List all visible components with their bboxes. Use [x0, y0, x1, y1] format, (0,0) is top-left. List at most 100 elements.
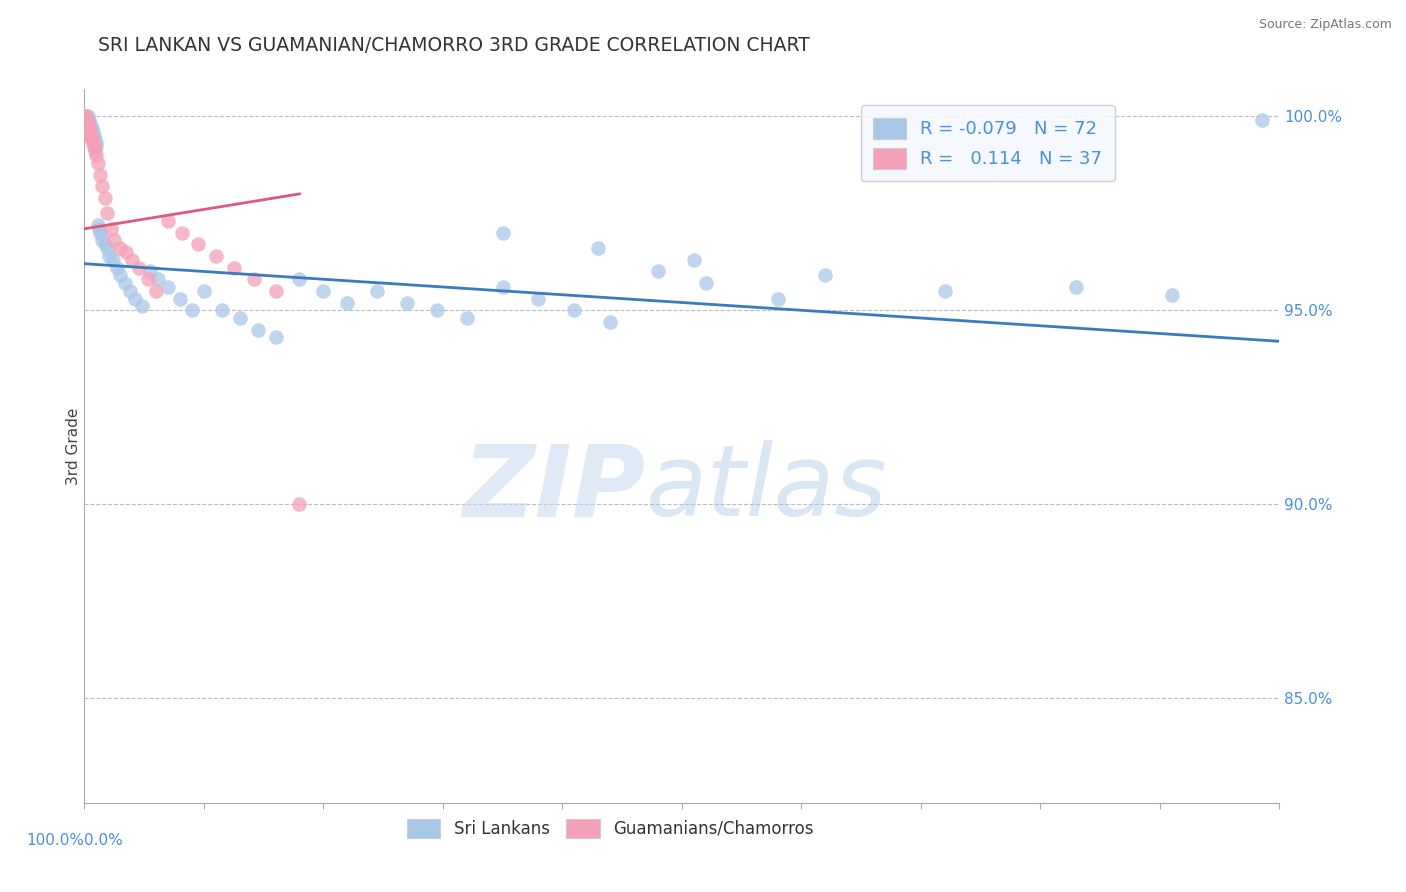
Point — [157, 214, 180, 228]
Point — [588, 241, 610, 255]
Point — [80, 133, 103, 147]
Point — [288, 497, 311, 511]
Point — [84, 136, 107, 151]
Point — [75, 109, 97, 123]
Point — [246, 323, 269, 337]
Point — [100, 222, 122, 236]
Point — [86, 218, 108, 232]
Point — [76, 113, 98, 128]
Point — [82, 128, 104, 143]
Point — [124, 292, 146, 306]
Point — [79, 120, 101, 135]
Point — [77, 125, 100, 139]
Point — [77, 120, 100, 135]
Point — [312, 284, 335, 298]
Point — [89, 226, 111, 240]
Point — [139, 264, 162, 278]
Point — [131, 299, 153, 313]
Point — [79, 125, 101, 139]
Point — [83, 140, 105, 154]
Point — [77, 120, 100, 135]
Point — [193, 284, 215, 298]
Point — [211, 303, 233, 318]
Point — [121, 252, 143, 267]
Point — [80, 128, 103, 143]
Point — [118, 284, 141, 298]
Point — [426, 303, 449, 318]
Point — [77, 113, 100, 128]
Point — [75, 113, 97, 128]
Point — [148, 272, 170, 286]
Point — [91, 234, 114, 248]
Point — [288, 272, 311, 286]
Point — [82, 125, 104, 139]
Point — [82, 136, 104, 151]
Point — [76, 117, 98, 131]
Point — [136, 272, 159, 286]
Point — [456, 311, 478, 326]
Point — [110, 268, 132, 283]
Point — [93, 191, 115, 205]
Point — [1250, 113, 1272, 128]
Point — [157, 280, 180, 294]
Point — [229, 311, 252, 326]
Point — [1161, 287, 1184, 301]
Point — [76, 113, 98, 128]
Point — [83, 128, 105, 143]
Point — [114, 276, 136, 290]
Point — [101, 252, 124, 267]
Legend: Sri Lankans, Guamanians/Chamorros: Sri Lankans, Guamanians/Chamorros — [401, 812, 820, 845]
Point — [96, 206, 118, 220]
Text: ZIP: ZIP — [463, 441, 647, 537]
Point — [75, 109, 97, 123]
Point — [80, 128, 103, 143]
Point — [115, 245, 138, 260]
Point — [105, 260, 128, 275]
Point — [89, 168, 111, 182]
Point — [84, 145, 107, 159]
Point — [187, 237, 209, 252]
Point — [396, 295, 419, 310]
Point — [76, 117, 98, 131]
Point — [80, 125, 103, 139]
Point — [86, 140, 108, 154]
Point — [647, 264, 669, 278]
Point — [169, 292, 191, 306]
Text: 0.0%: 0.0% — [84, 833, 124, 848]
Point — [91, 179, 114, 194]
Point — [84, 133, 107, 147]
Point — [222, 260, 245, 275]
Point — [93, 237, 115, 252]
Point — [98, 249, 121, 263]
Text: atlas: atlas — [647, 441, 887, 537]
Point — [492, 280, 515, 294]
Point — [77, 117, 100, 131]
Point — [76, 120, 98, 135]
Point — [172, 226, 194, 240]
Point — [86, 156, 108, 170]
Point — [934, 284, 956, 298]
Point — [492, 226, 515, 240]
Text: SRI LANKAN VS GUAMANIAN/CHAMORRO 3RD GRADE CORRELATION CHART: SRI LANKAN VS GUAMANIAN/CHAMORRO 3RD GRA… — [98, 36, 810, 54]
Point — [77, 120, 100, 135]
Point — [96, 241, 118, 255]
Point — [80, 120, 103, 135]
Point — [75, 113, 97, 128]
Point — [264, 330, 287, 344]
Point — [77, 109, 100, 123]
Point — [79, 125, 101, 139]
Point — [766, 292, 789, 306]
Point — [205, 249, 228, 263]
Point — [181, 303, 204, 318]
Point — [110, 241, 132, 255]
Point — [814, 268, 837, 283]
Point — [599, 315, 621, 329]
Point — [243, 272, 266, 286]
Point — [336, 295, 359, 310]
Point — [77, 117, 100, 131]
Point — [695, 276, 717, 290]
Text: 100.0%: 100.0% — [27, 833, 84, 848]
Point — [83, 133, 105, 147]
Point — [145, 284, 167, 298]
Text: Source: ZipAtlas.com: Source: ZipAtlas.com — [1258, 18, 1392, 31]
